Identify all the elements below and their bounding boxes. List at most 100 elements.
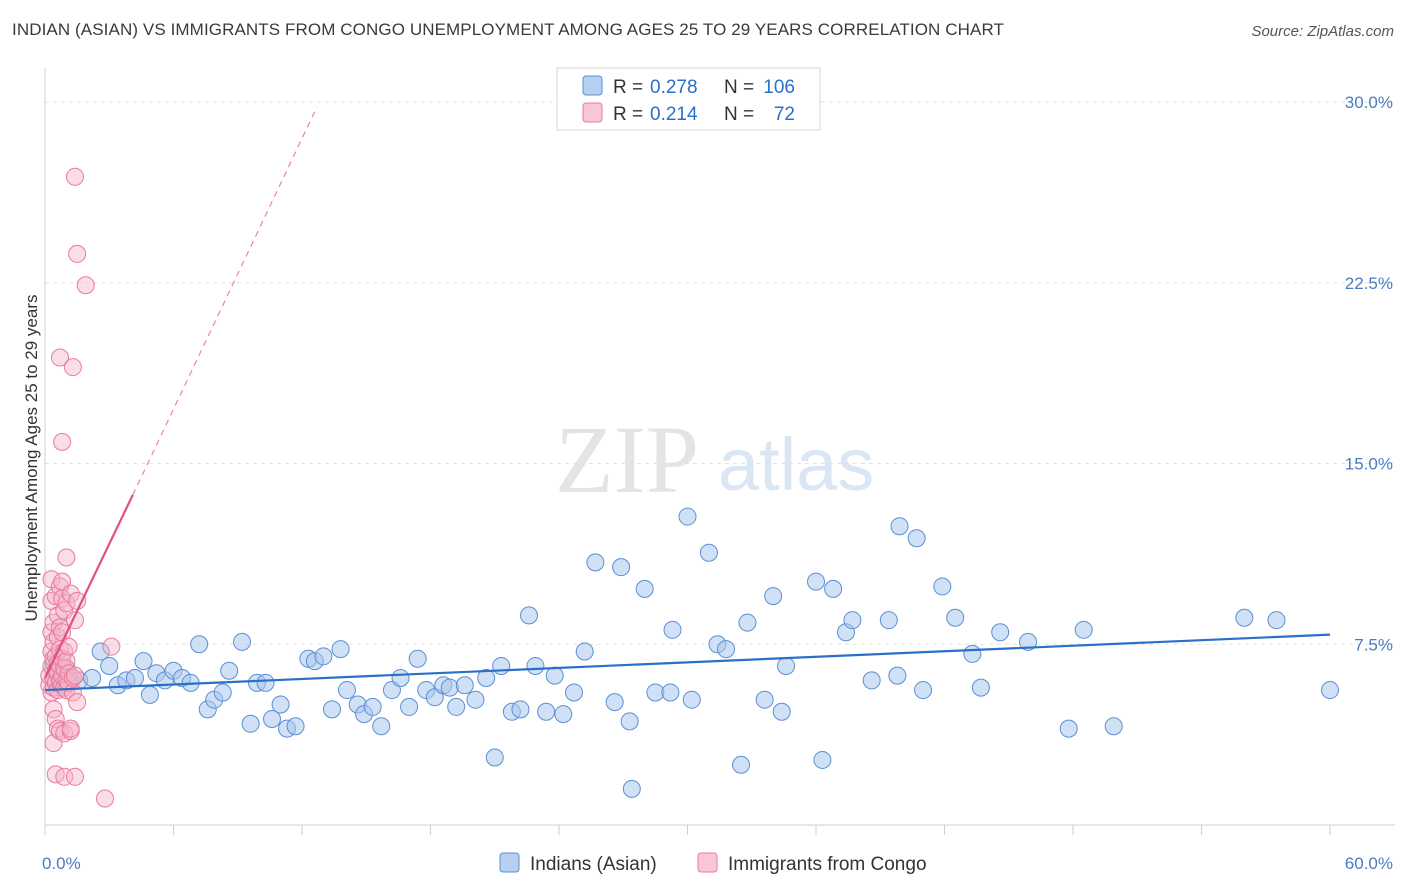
legend-r-label-1: R = [613,77,643,98]
point-immigrants-congo-71 [61,719,80,738]
point-immigrants-congo-70 [102,637,121,656]
tick-labels: 7.5% 15.0% 22.5% 30.0% 0.0% 60.0% [42,93,1393,873]
bottom-legend-swatch-pink [697,852,718,873]
y-tick-label-0: 7.5% [1354,635,1393,654]
point-indians-asian-7 [91,642,110,661]
point-indians-asian-96 [933,577,952,596]
point-indians-asian-86 [813,750,832,769]
point-indians-asian-45 [408,649,427,668]
point-immigrants-congo-69 [95,789,114,808]
point-indians-asian-11 [125,669,144,688]
bottom-legend-swatch-blue [499,852,520,873]
point-indians-asian-51 [455,676,474,695]
point-indians-asian-80 [738,613,757,632]
point-indians-asian-74 [678,507,697,526]
legend-box: R = 0.278 N = 106 R = 0.214 N = 72 [556,67,821,131]
point-indians-asian-79 [732,755,751,774]
point-indians-asian-41 [372,717,391,736]
point-indians-asian-6 [83,669,102,688]
point-indians-asian-36 [331,640,350,659]
point-indians-asian-102 [1059,719,1078,738]
legend-swatch-blue [582,75,603,96]
point-immigrants-congo-65 [68,244,87,263]
point-indians-asian-23 [220,661,239,680]
trend-line-indians-asian [44,633,1331,692]
legend-n-value-2: 72 [774,104,795,125]
point-indians-asian-84 [777,656,796,675]
point-indians-asian-40 [363,697,382,716]
point-indians-asian-105 [1235,608,1254,627]
point-indians-asian-104 [1104,717,1123,736]
point-immigrants-congo-34 [50,348,69,367]
point-indians-asian-93 [890,517,909,536]
legend-n-label-1: N = [724,77,754,98]
point-indians-asian-83 [772,702,791,721]
point-indians-asian-61 [545,666,564,685]
point-indians-asian-37 [337,681,356,700]
y-tick-label-2: 22.5% [1345,274,1393,293]
point-immigrants-congo-68 [76,276,95,295]
point-immigrants-congo-47 [55,767,74,786]
point-indians-asian-62 [554,705,573,724]
point-indians-asian-72 [661,683,680,702]
point-indians-asian-34 [314,647,333,666]
point-indians-asian-28 [263,709,282,728]
point-indians-asian-82 [764,587,783,606]
point-indians-asian-44 [400,697,419,716]
x-tick-label-1: 60.0% [1345,854,1393,873]
point-indians-asian-13 [140,685,159,704]
point-immigrants-congo-56 [61,584,80,603]
point-indians-asian-25 [241,714,260,733]
point-indians-asian-65 [586,553,605,572]
point-indians-asian-81 [755,690,774,709]
point-indians-asian-49 [440,678,459,697]
y-axis-label: Unemployment Among Ages 25 to 29 years [22,295,41,622]
legend-r-label-2: R = [613,104,643,125]
point-indians-asian-97 [946,608,965,627]
chart-title: INDIAN (ASIAN) VS IMMIGRANTS FROM CONGO … [12,20,1004,39]
point-indians-asian-101 [1019,632,1038,651]
point-immigrants-congo-41 [53,432,72,451]
point-indians-asian-22 [213,683,232,702]
point-immigrants-congo-61 [65,167,84,186]
point-indians-asian-29 [271,695,290,714]
point-indians-asian-99 [971,678,990,697]
point-indians-asian-95 [914,681,933,700]
point-indians-asian-59 [526,656,545,675]
point-immigrants-congo-51 [57,594,76,613]
point-immigrants-congo-66 [68,693,87,712]
point-indians-asian-89 [843,611,862,630]
point-indians-asian-53 [477,669,496,688]
point-indians-asian-85 [807,572,825,591]
y-tick-label-3: 30.0% [1345,93,1393,112]
point-indians-asian-43 [391,669,410,688]
legend-n-value-1: 106 [763,77,795,98]
axes [44,68,1395,835]
point-indians-asian-60 [537,702,556,721]
point-indians-asian-78 [717,640,736,659]
point-indians-asian-57 [511,700,530,719]
trend-line-immigrants-congo-extension [132,106,318,496]
point-indians-asian-8 [100,656,119,675]
point-indians-asian-31 [286,717,305,736]
point-indians-asian-100 [991,623,1010,642]
grid-lines [45,101,1395,645]
point-indians-asian-66 [605,693,624,712]
bottom-legend: Indians (Asian) Immigrants from Congo [499,852,927,875]
point-indians-asian-106 [1267,611,1286,630]
series-immigrants-congo [40,167,121,808]
watermark-zip: ZIP [555,406,699,513]
point-indians-asian-68 [620,712,639,731]
point-indians-asian-73 [663,620,682,639]
point-indians-asian-75 [682,690,701,709]
point-indians-asian-91 [879,611,898,630]
legend-swatch-pink [582,102,603,123]
point-indians-asian-107 [1321,681,1339,700]
legend-r-value-2: 0.214 [650,104,698,125]
x-tick-label-0: 0.0% [42,854,81,873]
y-tick-label-1: 15.0% [1345,455,1393,474]
point-indians-asian-24 [233,632,252,651]
point-immigrants-congo-59 [63,669,82,688]
watermark-atlas: atlas [718,423,874,506]
point-indians-asian-58 [520,606,539,625]
